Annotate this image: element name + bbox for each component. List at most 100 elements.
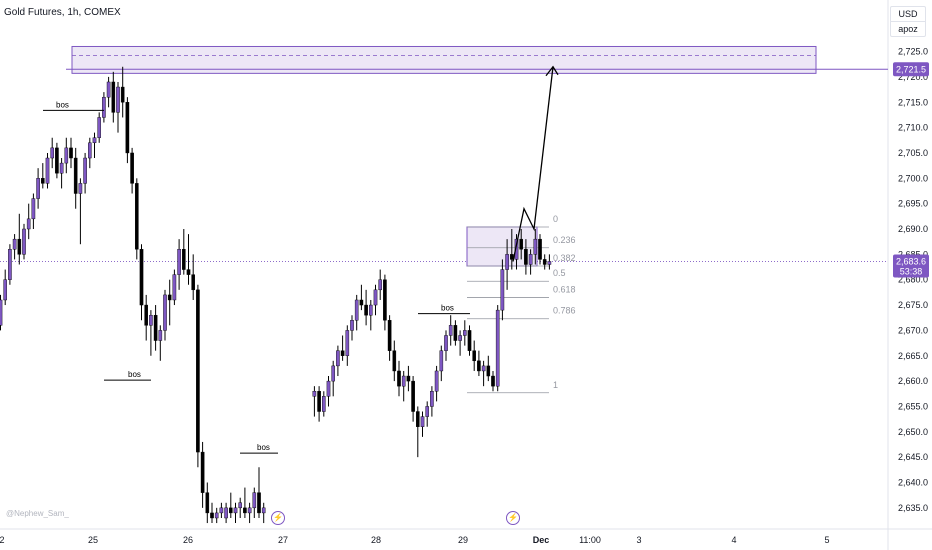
price-tick-label: 2,635.0 (898, 503, 928, 513)
candle-body (224, 507, 228, 519)
time-tick-label: 2 (0, 535, 5, 545)
candle-body (317, 391, 321, 412)
candle-body (453, 325, 458, 341)
candle-body (500, 269, 505, 311)
candle-body (0, 299, 3, 326)
candle-body (345, 330, 350, 356)
time-tick-label: Dec (533, 535, 550, 545)
candle-body (233, 507, 238, 514)
candle-body (144, 304, 149, 326)
candle-body (486, 365, 491, 377)
bos-label: bos (56, 100, 69, 109)
candle-body (97, 117, 101, 138)
candle-body (472, 350, 477, 362)
symbol-title[interactable]: Gold Futures, 1h, COMEX (4, 7, 121, 18)
candle-body (378, 279, 383, 291)
candle-body (387, 320, 392, 351)
candle-body (134, 183, 139, 250)
candle-body (336, 350, 340, 367)
candle-body (420, 416, 425, 427)
candle-body (125, 102, 130, 154)
candle-body (542, 259, 547, 265)
fib-level-label: 1 (553, 380, 558, 390)
candle-body (247, 507, 252, 514)
time-tick-label: 3 (636, 535, 641, 545)
time-tick-label: 29 (458, 535, 468, 545)
candle-body (238, 502, 243, 509)
candle-body (505, 254, 509, 270)
candle-body (340, 350, 345, 356)
candle-body (167, 294, 172, 301)
candle-body (102, 96, 106, 118)
candle-body (17, 238, 22, 255)
projection-arrowhead (545, 65, 559, 77)
price-tick-label: 2,655.0 (898, 401, 928, 411)
candle-body (87, 142, 92, 159)
currency-label: USD (898, 9, 918, 19)
candle-body (8, 249, 12, 280)
author-watermark: @Nephew_Sam_ (6, 509, 69, 518)
price-tick-label: 2,690.0 (898, 224, 928, 234)
time-tick-label: 27 (278, 535, 288, 545)
fib-level-label: 0.382 (553, 253, 576, 263)
price-tick-label: 2,710.0 (898, 123, 928, 133)
price-tick-label: 2,645.0 (898, 452, 928, 462)
candle-body (524, 249, 528, 265)
candle-body (439, 350, 444, 372)
unit-label: apoz (891, 21, 925, 36)
candle-body (411, 380, 415, 412)
bos-label: bos (441, 304, 454, 313)
candle-body (172, 274, 177, 301)
lightning-icon[interactable]: ⚡ (271, 511, 285, 525)
time-tick-label: 11:00 (579, 535, 601, 545)
candle-body (312, 391, 317, 397)
candle-body (149, 314, 153, 326)
candle-body (139, 249, 144, 306)
candle-body (322, 396, 326, 412)
candle-body (26, 218, 31, 230)
price-tick-label: 2,720.0 (898, 72, 928, 82)
projection-path (512, 66, 554, 262)
target-price-label: 2,721.5 (896, 64, 926, 74)
price-tick-label: 2,680.0 (898, 275, 928, 285)
candle-body (3, 279, 7, 301)
bos-label: bos (128, 370, 141, 379)
time-tick-label: 25 (88, 535, 98, 545)
fib-level-label: 0 (553, 214, 558, 224)
price-tick-label: 2,660.0 (898, 376, 928, 386)
target-price-tag (893, 62, 929, 77)
candle-body (383, 279, 387, 321)
price-tick-label: 2,675.0 (898, 300, 928, 310)
candle-body (214, 512, 219, 519)
candle-body (181, 249, 186, 270)
candle-body (120, 86, 125, 103)
price-tick-label: 2,670.0 (898, 325, 928, 335)
candle-body (252, 492, 257, 509)
candle-body (533, 238, 538, 255)
candle-body (111, 81, 116, 113)
candle-body (354, 299, 359, 321)
bos-label: bos (257, 443, 270, 452)
candle-body (36, 178, 40, 199)
time-tick-label: 28 (371, 535, 381, 545)
candle-body (373, 289, 378, 306)
time-tick-label: 26 (183, 535, 193, 545)
candle-body (116, 86, 120, 113)
lightning-icon[interactable]: ⚡ (506, 511, 520, 525)
currency-selector[interactable]: USD apoz (890, 6, 926, 37)
candle-body (210, 512, 214, 519)
candle-body (186, 269, 191, 275)
price-tick-label: 2,665.0 (898, 351, 928, 361)
candle-body (69, 147, 73, 159)
candle-body (430, 391, 434, 407)
price-tick-label: 2,715.0 (898, 97, 928, 107)
candle-body (397, 370, 401, 387)
price-tick-label: 2,695.0 (898, 199, 928, 209)
candle-body (519, 238, 523, 250)
candle-body (425, 406, 430, 417)
candle-body (106, 81, 111, 98)
candle-body (200, 451, 205, 493)
candle-body (331, 365, 336, 382)
